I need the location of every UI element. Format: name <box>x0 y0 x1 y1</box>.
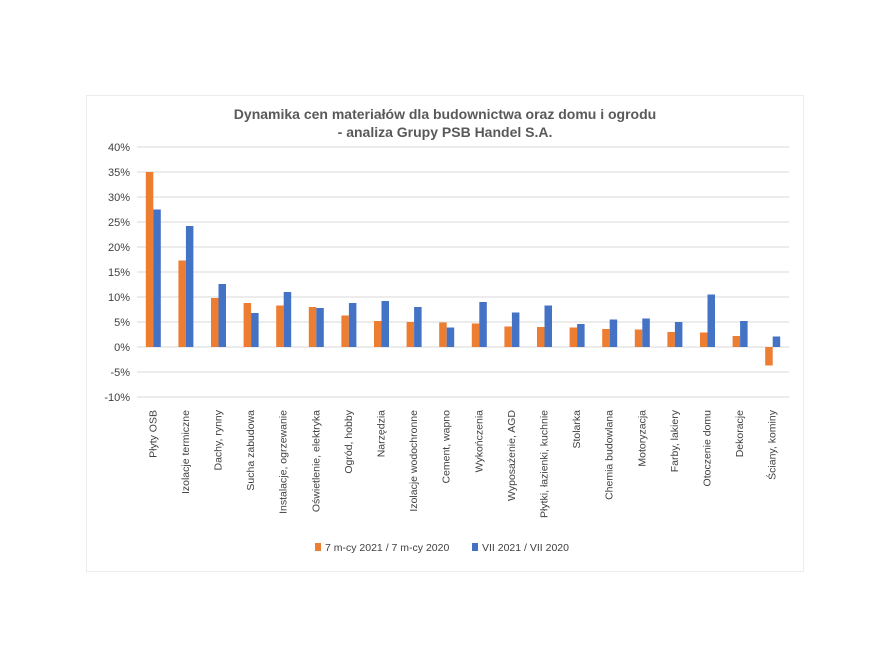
bar <box>707 294 715 347</box>
bar <box>569 327 578 347</box>
bar <box>667 332 675 347</box>
bar <box>283 292 292 347</box>
x-category-label: Ogród, hobby <box>343 409 355 473</box>
bar <box>211 298 219 347</box>
x-category-label: Płyty OSB <box>147 410 159 458</box>
x-category-label: Stolarka <box>571 410 583 449</box>
x-category-label: Chemia budowlana <box>604 410 616 500</box>
bar <box>308 307 317 347</box>
bar <box>178 260 186 347</box>
x-category-label: Wykończenia <box>473 410 485 473</box>
bar <box>765 347 773 366</box>
chart-frame: Dynamika cen materiałów dla budownictwa … <box>86 95 804 572</box>
bar <box>511 312 520 347</box>
bar <box>153 209 161 347</box>
legend: 7 m-cy 2021 / 7 m-cy 2020 VII 2021 / VII … <box>315 542 569 554</box>
x-category-label: Ściany, kominy <box>766 409 779 480</box>
bar <box>251 313 259 347</box>
bar <box>406 322 415 347</box>
bar <box>348 303 357 347</box>
bar <box>537 327 545 347</box>
bar <box>634 329 643 347</box>
x-category-label: Izolacje termiczne <box>180 410 192 494</box>
chart-title-line-2: - analiza Grupy PSB Handel S.A. <box>338 124 553 140</box>
x-category-label: Oświetlenie, elektryka <box>310 410 322 512</box>
bars <box>145 172 781 366</box>
bar <box>700 332 708 347</box>
legend-label: VII 2021 / VII 2020 <box>482 542 569 554</box>
bar <box>674 322 683 347</box>
bar <box>577 324 585 347</box>
x-category-label: Narzędzia <box>376 410 388 457</box>
bar <box>479 302 487 347</box>
x-category-label: Płytki, łazienki, kuchnie <box>539 410 551 518</box>
x-category-label: Dekoracje <box>734 410 746 457</box>
x-category-label: Sucha zabudowa <box>245 410 257 491</box>
legend-label: 7 m-cy 2021 / 7 m-cy 2020 <box>325 542 449 554</box>
y-tick-label: 30% <box>108 192 130 204</box>
y-tick-label: -10% <box>104 392 130 404</box>
bar <box>414 307 422 347</box>
bar <box>609 319 618 347</box>
x-category-label: Instalacje, ogrzewanie <box>278 410 290 514</box>
legend-swatch <box>315 543 321 551</box>
bar <box>439 322 447 347</box>
x-axis-category-labels: Płyty OSB Izolacje termiczne Dachy, rynny S… <box>147 409 778 518</box>
bar <box>145 172 154 347</box>
y-tick-label: 0% <box>114 342 130 354</box>
bar-chart: Dynamika cen materiałów dla budownictwa … <box>104 106 789 554</box>
legend-swatch <box>472 543 478 551</box>
chart-title: Dynamika cen materiałów dla budownictwa … <box>234 106 656 140</box>
bar <box>218 284 226 347</box>
x-category-label: Otoczenie domu <box>702 410 714 487</box>
bar <box>341 315 349 347</box>
bar <box>732 336 741 347</box>
x-category-label: Farby, lakiery <box>669 409 681 472</box>
x-category-label: Wyposażenie, AGD <box>506 410 518 501</box>
bar <box>243 303 252 347</box>
bar <box>276 305 284 347</box>
x-category-label: Motoryzacja <box>636 410 648 467</box>
bar <box>374 321 382 347</box>
bar <box>602 329 610 347</box>
y-tick-label: 40% <box>108 142 130 154</box>
bar <box>544 305 552 347</box>
x-category-label: Cement, wapno <box>441 410 453 484</box>
bar <box>185 226 194 347</box>
x-category-label: Izolacje wodochronne <box>408 410 420 512</box>
bar <box>642 318 650 347</box>
bar <box>772 336 781 347</box>
y-tick-label: 35% <box>108 167 130 179</box>
chart-title-line-1: Dynamika cen materiałów dla budownictwa … <box>234 106 656 122</box>
bar <box>504 326 512 347</box>
bar <box>381 301 389 347</box>
bar <box>316 308 324 347</box>
y-tick-label: -5% <box>110 367 130 379</box>
y-axis-tick-labels: -10% -5% 0% 5% 10% 15% 20% 25% 30% 35% 40% <box>104 142 130 404</box>
y-tick-label: 25% <box>108 217 130 229</box>
y-tick-label: 10% <box>108 292 130 304</box>
x-category-label: Dachy, rynny <box>213 409 225 470</box>
bar <box>446 327 455 347</box>
bar <box>471 323 480 347</box>
bar <box>740 321 748 347</box>
y-tick-label: 15% <box>108 267 130 279</box>
y-tick-label: 5% <box>114 317 130 329</box>
y-tick-label: 20% <box>108 242 130 254</box>
gridlines <box>137 146 789 398</box>
